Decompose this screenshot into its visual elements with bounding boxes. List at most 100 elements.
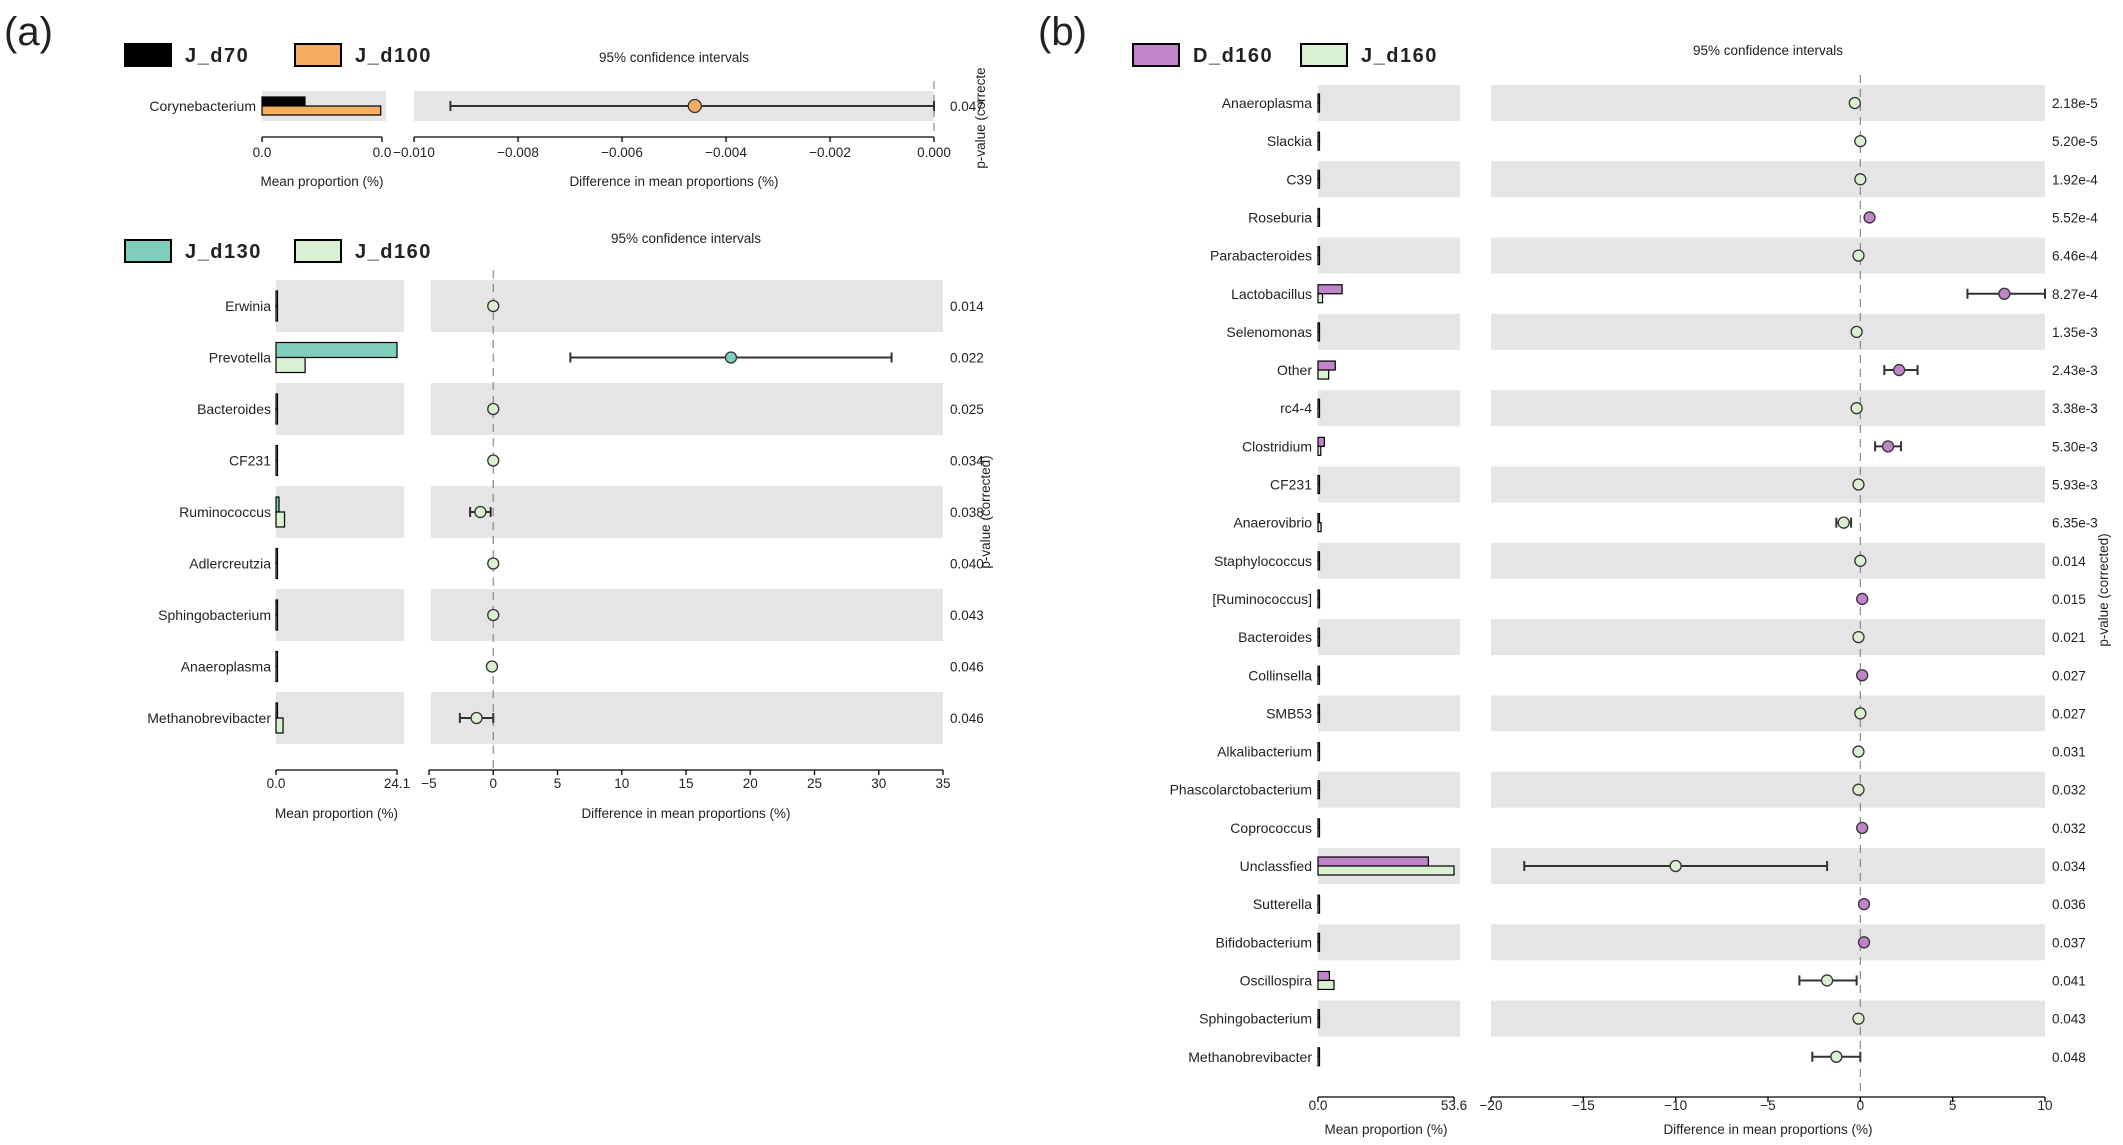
diff-tick-label: −5: [421, 776, 436, 791]
bar-j_d100: [261, 105, 382, 116]
bar-j_d160: [1317, 255, 1321, 266]
bar-d_d160: [1317, 741, 1321, 753]
diff-marker: [724, 351, 738, 364]
diff-marker: [470, 711, 483, 725]
ci-title: 95% confidence intervals: [611, 231, 761, 246]
bar-j_d160: [1317, 750, 1321, 762]
p-value: 0.040: [950, 557, 984, 572]
category-label: Methanobrevibacter: [147, 710, 271, 726]
bar-stripe: [276, 589, 404, 641]
diff-marker: [1857, 936, 1871, 949]
bar-j_d160: [275, 562, 279, 580]
diff-marker: [687, 98, 702, 114]
category-label: CF231: [229, 453, 271, 469]
bar-stripe: [1318, 85, 1460, 121]
bar-j_d160: [275, 511, 286, 528]
diff-stripe: [1491, 924, 2045, 961]
bar-d_d160: [1317, 513, 1321, 524]
p-value: 0.027: [2052, 706, 2086, 721]
diff-marker: [1856, 592, 1869, 606]
category-label: Methanobrevibacter: [1188, 1049, 1312, 1065]
diff-stripe: [431, 589, 943, 641]
prop-tick-label: 0.0: [373, 145, 392, 160]
diff-stripe: [1491, 771, 2045, 808]
bar-j_d160: [1317, 979, 1335, 991]
bar-stripe: [1318, 771, 1460, 808]
bar-stripe: [1318, 390, 1460, 427]
category-label: Alkalibacterium: [1217, 744, 1312, 760]
diff-stripe: [1491, 466, 2045, 503]
bar-d_d160: [1317, 932, 1321, 943]
bar-d_d160: [1317, 246, 1321, 257]
diff-marker: [1857, 898, 1871, 911]
p-value: 0.032: [2052, 821, 2086, 836]
bar-d_d160: [1317, 1047, 1321, 1058]
diff-stripe: [1491, 390, 2045, 427]
diff-stripe: [431, 692, 943, 744]
diff-marker: [1852, 1012, 1865, 1025]
category-label: Roseburia: [1248, 209, 1312, 225]
p-value: 2.43e-3: [2052, 363, 2098, 378]
category-label: CF231: [1270, 477, 1312, 493]
category-label: Anaeroplasma: [181, 659, 271, 675]
diff-marker: [1852, 478, 1865, 491]
bar-j_d130: [275, 290, 279, 307]
prop-tick-label: 0.0: [267, 776, 286, 791]
diff-tick-label: 10: [614, 776, 629, 791]
bar-d_d160: [1317, 665, 1321, 676]
diff-tick-label: 10: [2037, 1098, 2052, 1113]
bar-d_d160: [1317, 93, 1321, 104]
legend-swatch-j_d130: [124, 239, 172, 263]
p-value: 0.043: [950, 608, 984, 623]
panel-label-a: (a): [4, 10, 53, 54]
diff-marker: [487, 299, 500, 313]
bar-d_d160: [1317, 780, 1321, 791]
bar-j_d160: [275, 305, 279, 322]
bar-j_d160: [275, 717, 284, 734]
ci-title: 95% confidence intervals: [599, 50, 749, 65]
bar-j_d160: [1317, 407, 1321, 418]
diff-stripe: [1491, 542, 2045, 579]
bar-stripe: [276, 486, 404, 538]
bar-j_d160: [1317, 865, 1455, 876]
prop-tick-label: 0.0: [253, 145, 272, 160]
bar-j_d160: [275, 356, 306, 374]
category-label: Selenomonas: [1226, 324, 1312, 340]
bar-j_d130: [275, 341, 398, 359]
bar-j_d160: [275, 614, 279, 631]
diff-marker: [1854, 173, 1867, 186]
diff-tick-label: −0.002: [809, 145, 851, 160]
bar-stripe: [1318, 695, 1460, 732]
bar-stripe: [1318, 237, 1460, 274]
diff-marker: [1837, 516, 1850, 529]
p-value: 0.021: [2052, 630, 2086, 645]
p-value: 0.046: [950, 711, 984, 726]
category-label: Bacteroides: [197, 401, 271, 417]
diff-marker: [1881, 440, 1895, 453]
chart-a-bottom: J_d130 J_d160 95% confidence intervals Erwi…: [124, 231, 993, 821]
bar-j_d160: [1317, 827, 1321, 838]
p-value: 0.038: [950, 505, 984, 520]
diff-marker: [1820, 974, 1834, 987]
diff-stripe: [1491, 161, 2045, 198]
diff-marker: [1854, 134, 1867, 148]
bar-d_d160: [1317, 1008, 1321, 1020]
diff-tick-label: −0.008: [497, 145, 539, 160]
prop-tick-label: 53.6: [1441, 1098, 1467, 1113]
p-value: 0.025: [950, 402, 984, 417]
diff-marker: [1852, 745, 1865, 758]
legend-swatch-j_d160: [1300, 43, 1348, 67]
category-label: Oscillospira: [1240, 972, 1313, 988]
diff-tick-label: −0.004: [705, 145, 747, 160]
diff-marker: [485, 660, 499, 673]
xlabel-mean-proportion: Mean proportion (%): [260, 174, 383, 189]
bar-d_d160: [1317, 360, 1336, 371]
diff-marker: [1669, 859, 1682, 873]
diff-tick-label: 5: [1949, 1098, 1957, 1113]
p-value: 5.93e-3: [2052, 478, 2098, 493]
bar-j_d160: [1317, 331, 1321, 342]
category-label: Phascolarctobacterium: [1170, 782, 1312, 798]
chart-b: D_d160 J_d160 95% confidence intervals Anae…: [1132, 43, 2111, 1137]
bar-stripe: [1318, 161, 1460, 198]
bar-j_d160: [1317, 903, 1321, 914]
